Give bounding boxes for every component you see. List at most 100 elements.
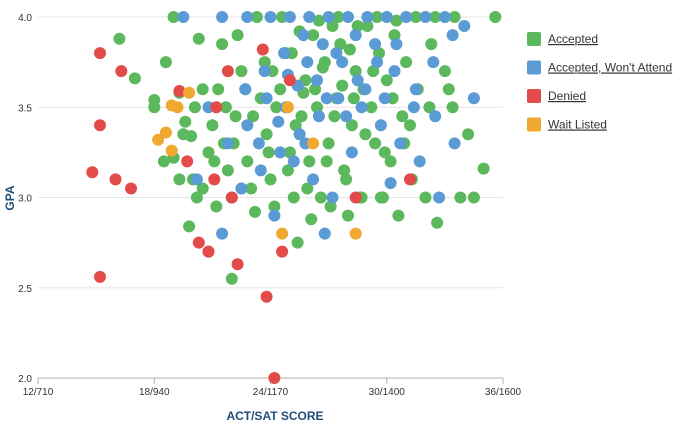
data-point[interactable]	[390, 14, 403, 27]
data-point[interactable]	[433, 191, 446, 204]
data-point[interactable]	[371, 56, 384, 69]
data-point[interactable]	[167, 11, 180, 23]
data-point[interactable]	[345, 146, 358, 159]
data-point[interactable]	[316, 61, 329, 74]
data-point[interactable]	[283, 74, 296, 87]
data-point[interactable]	[336, 79, 349, 92]
data-point[interactable]	[446, 101, 459, 114]
data-point[interactable]	[301, 56, 314, 69]
data-point[interactable]	[173, 85, 186, 97]
data-point[interactable]	[367, 65, 380, 78]
data-point[interactable]	[489, 11, 502, 23]
data-point[interactable]	[404, 119, 416, 132]
data-point[interactable]	[349, 65, 362, 78]
data-point[interactable]	[384, 155, 397, 168]
data-point[interactable]	[305, 213, 318, 226]
data-point[interactable]	[258, 65, 271, 78]
data-point[interactable]	[157, 155, 170, 168]
data-point[interactable]	[250, 11, 263, 23]
data-point[interactable]	[340, 110, 353, 123]
data-point[interactable]	[409, 11, 422, 23]
data-point[interactable]	[283, 146, 296, 159]
data-point[interactable]	[148, 101, 161, 114]
data-point[interactable]	[342, 11, 354, 23]
data-point[interactable]	[326, 191, 339, 204]
data-point[interactable]	[152, 133, 165, 146]
data-point[interactable]	[297, 29, 310, 42]
data-point[interactable]	[278, 47, 291, 60]
data-point[interactable]	[202, 245, 215, 258]
data-point[interactable]	[334, 38, 347, 51]
data-point[interactable]	[208, 155, 221, 168]
data-point[interactable]	[400, 56, 413, 69]
data-point[interactable]	[311, 74, 323, 87]
data-point[interactable]	[413, 155, 426, 168]
data-point[interactable]	[446, 29, 459, 42]
data-point[interactable]	[345, 119, 358, 132]
data-point[interactable]	[86, 166, 99, 179]
data-point[interactable]	[260, 128, 273, 141]
data-point[interactable]	[225, 272, 238, 285]
data-point[interactable]	[128, 72, 141, 85]
data-point[interactable]	[324, 200, 337, 213]
legend-item[interactable]: Denied	[527, 89, 586, 103]
data-point[interactable]	[467, 92, 480, 105]
data-point[interactable]	[264, 11, 277, 23]
data-point[interactable]	[192, 236, 205, 249]
data-point[interactable]	[281, 164, 294, 177]
data-point[interactable]	[192, 32, 205, 45]
data-point[interactable]	[374, 119, 387, 132]
data-point[interactable]	[291, 236, 304, 249]
data-point[interactable]	[380, 74, 393, 87]
data-point[interactable]	[287, 155, 300, 168]
data-point[interactable]	[177, 11, 190, 23]
data-point[interactable]	[231, 258, 244, 271]
data-point[interactable]	[330, 47, 343, 60]
data-point[interactable]	[380, 11, 393, 23]
data-point[interactable]	[322, 137, 335, 150]
data-point[interactable]	[320, 92, 333, 105]
data-point[interactable]	[409, 83, 422, 96]
data-point[interactable]	[462, 128, 475, 141]
data-point[interactable]	[392, 209, 405, 222]
data-point[interactable]	[371, 11, 384, 23]
data-point[interactable]	[94, 47, 106, 60]
data-point[interactable]	[190, 173, 203, 186]
data-point[interactable]	[165, 144, 178, 157]
data-point[interactable]	[272, 115, 285, 128]
data-point[interactable]	[262, 146, 275, 159]
data-point[interactable]	[268, 372, 281, 384]
data-point[interactable]	[309, 83, 322, 96]
data-point[interactable]	[254, 164, 267, 177]
data-point[interactable]	[173, 173, 186, 186]
data-point[interactable]	[369, 38, 382, 51]
data-point[interactable]	[183, 86, 196, 99]
data-point[interactable]	[274, 83, 287, 96]
data-point[interactable]	[274, 146, 287, 159]
data-point[interactable]	[365, 101, 378, 114]
data-point[interactable]	[312, 14, 325, 27]
data-point[interactable]	[303, 11, 316, 23]
data-point[interactable]	[388, 65, 401, 78]
data-point[interactable]	[361, 11, 374, 23]
data-point[interactable]	[431, 216, 444, 229]
data-point[interactable]	[208, 173, 221, 186]
data-point[interactable]	[384, 177, 397, 190]
data-point[interactable]	[454, 191, 467, 204]
data-point[interactable]	[202, 146, 215, 159]
data-point[interactable]	[425, 38, 438, 51]
data-point[interactable]	[241, 11, 254, 23]
data-point[interactable]	[404, 173, 416, 186]
data-point[interactable]	[216, 227, 229, 240]
data-point[interactable]	[448, 137, 461, 150]
data-point[interactable]	[448, 11, 461, 23]
data-point[interactable]	[307, 173, 320, 186]
data-point[interactable]	[349, 191, 362, 204]
data-point[interactable]	[210, 200, 223, 213]
data-point[interactable]	[293, 128, 306, 141]
data-point[interactable]	[438, 11, 451, 23]
data-point[interactable]	[256, 43, 269, 56]
data-point[interactable]	[396, 110, 409, 123]
data-point[interactable]	[235, 182, 248, 195]
data-point[interactable]	[231, 29, 244, 42]
